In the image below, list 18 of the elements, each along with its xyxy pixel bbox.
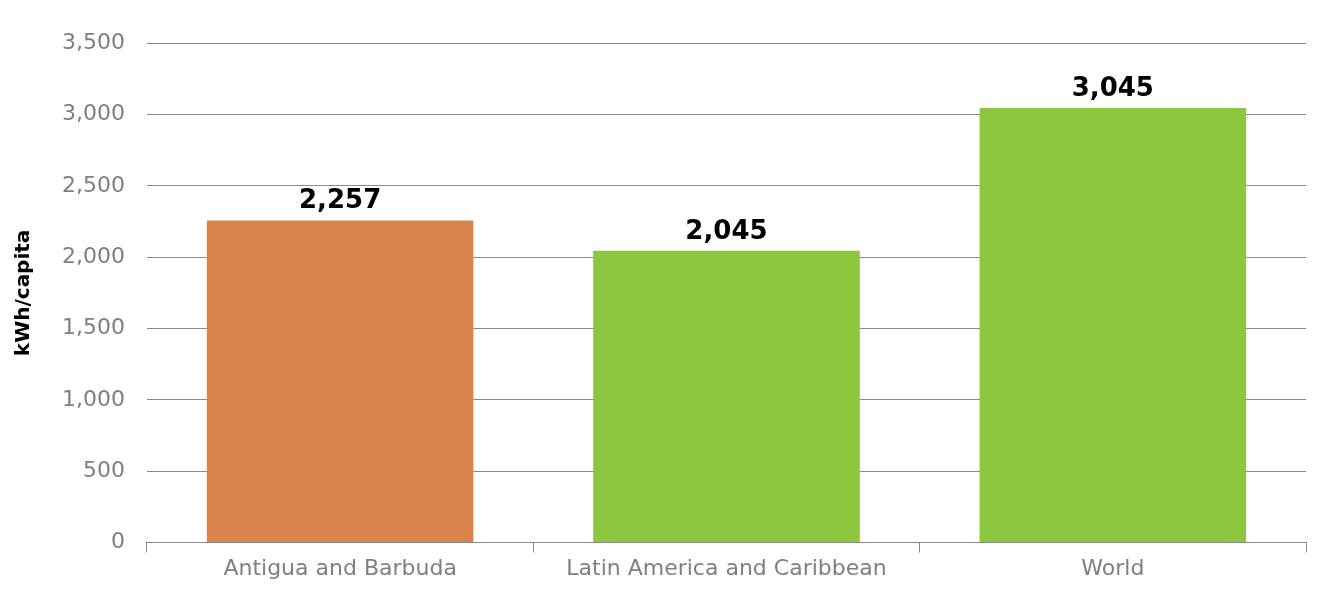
bar [979, 108, 1247, 543]
y-tick-label: 2,500 [62, 171, 125, 197]
x-tick-label: World [1081, 554, 1145, 580]
y-tick-label: 500 [82, 456, 125, 482]
x-tick-label: Antigua and Barbuda [223, 554, 457, 580]
data-label: 3,045 [1071, 71, 1154, 102]
y-tick-label: 1,000 [62, 385, 125, 411]
bar [206, 220, 474, 543]
bar [593, 250, 860, 543]
x-tick-label: Latin America and Caribbean [566, 554, 887, 580]
data-label: 2,257 [299, 184, 382, 215]
y-tick-label: 0 [110, 528, 125, 554]
y-tick-label: 3,500 [62, 28, 125, 54]
y-tick-label: 1,500 [62, 314, 125, 340]
y-tick-label: 2,000 [62, 242, 125, 268]
data-label: 2,045 [685, 214, 768, 245]
y-axis-title: kWh/capita [10, 229, 35, 357]
y-tick-label: 3,000 [62, 100, 125, 126]
